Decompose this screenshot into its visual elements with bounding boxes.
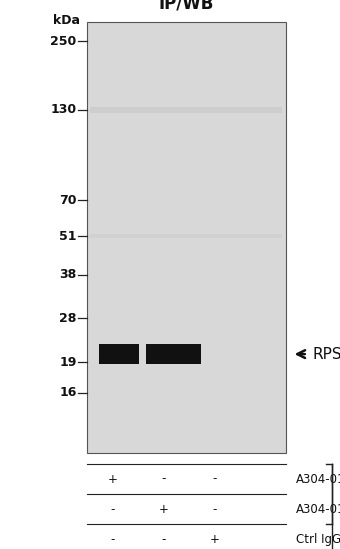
Text: IP: IP xyxy=(338,488,340,501)
Bar xyxy=(99,344,139,364)
Text: -: - xyxy=(161,533,165,546)
Text: 28: 28 xyxy=(59,312,76,325)
Text: 19: 19 xyxy=(59,356,76,369)
Text: kDa: kDa xyxy=(53,14,80,27)
Text: Ctrl IgG: Ctrl IgG xyxy=(296,533,340,546)
Text: 130: 130 xyxy=(50,103,76,116)
Text: 38: 38 xyxy=(59,268,76,281)
Bar xyxy=(90,234,282,238)
Text: -: - xyxy=(161,473,165,485)
Bar xyxy=(90,107,282,113)
Text: -: - xyxy=(110,533,114,546)
Text: +: + xyxy=(158,503,168,516)
Text: A304-010A-2: A304-010A-2 xyxy=(296,503,340,516)
Text: 70: 70 xyxy=(59,194,76,207)
Bar xyxy=(87,22,286,453)
Text: IP/WB: IP/WB xyxy=(158,0,214,12)
Text: 250: 250 xyxy=(50,35,76,48)
Text: A304-010A-1: A304-010A-1 xyxy=(296,473,340,485)
Text: -: - xyxy=(110,503,114,516)
Text: RPS5: RPS5 xyxy=(313,346,340,362)
Text: +: + xyxy=(209,533,219,546)
Bar xyxy=(146,344,201,364)
Text: 51: 51 xyxy=(59,229,76,243)
Text: -: - xyxy=(212,473,216,485)
Text: +: + xyxy=(107,473,117,485)
Text: 16: 16 xyxy=(59,386,76,399)
Text: -: - xyxy=(212,503,216,516)
